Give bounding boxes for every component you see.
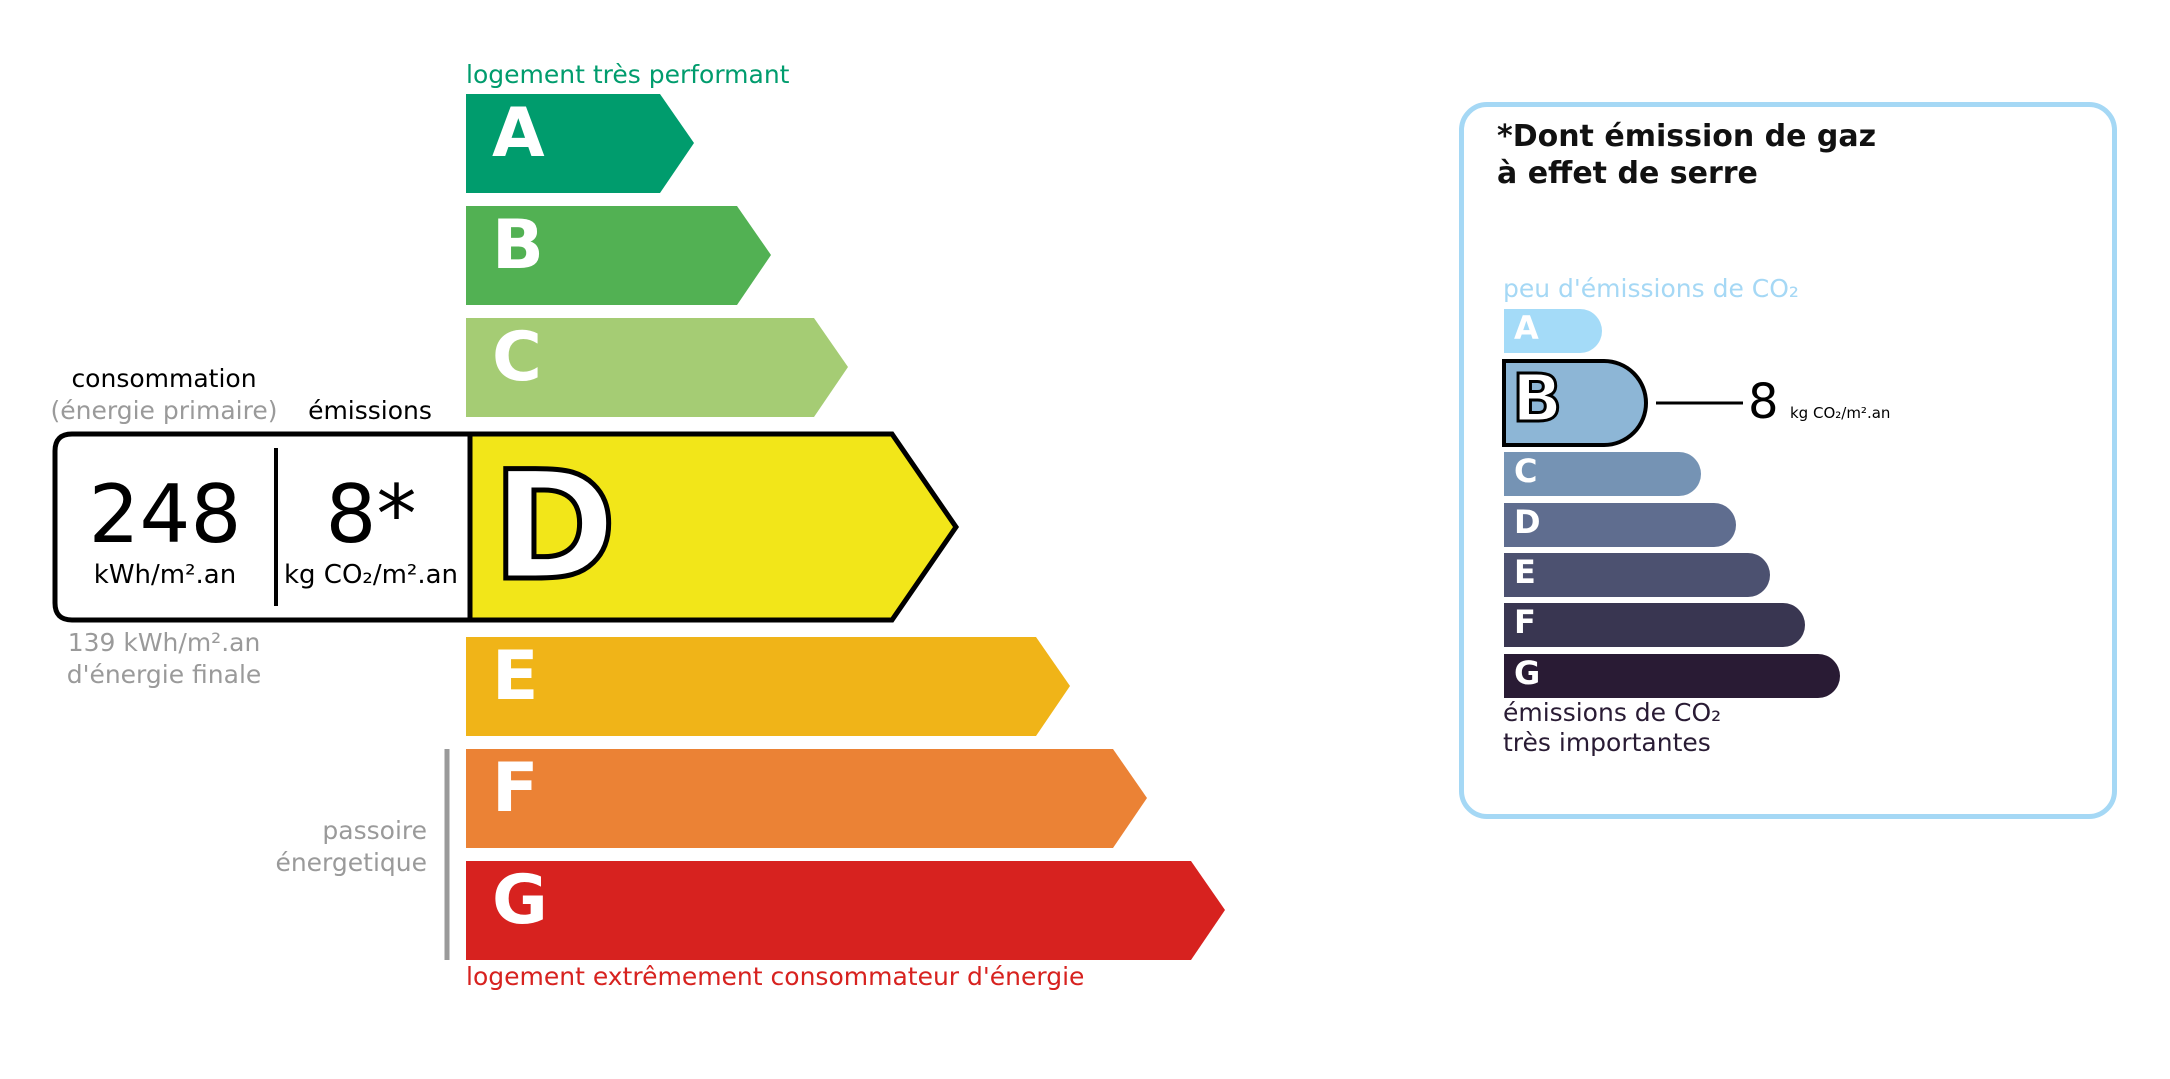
class-letter: F — [1514, 603, 1536, 641]
energy-value-box — [52, 431, 473, 623]
class-letter: A — [492, 94, 545, 173]
class-letter: A — [1514, 309, 1539, 347]
emissions-unit: kg CO₂/m².an — [283, 560, 459, 590]
energy-current-class-letter: D — [490, 438, 619, 617]
passoire-label-1: passoire — [322, 816, 427, 845]
class-letter: E — [492, 637, 539, 716]
ghg-unit: kg CO₂/m².an — [1790, 404, 1891, 422]
energy-bar-g — [466, 861, 1225, 960]
ghg-current-class-letter: B — [1510, 359, 1563, 439]
consumption-unit: kWh/m².an — [93, 560, 237, 590]
ghg-class-e: E — [1504, 553, 1770, 597]
ghg-value: 8 — [1748, 374, 1779, 430]
ghg-b-bar — [1502, 359, 1648, 447]
ghg-bottom-line-2: très importantes — [1503, 728, 1711, 757]
class-letter: G — [1514, 654, 1541, 692]
emissions-value: 8* — [325, 468, 417, 561]
ghg-title-line-2: à effet de serre — [1497, 156, 1758, 191]
consumption-value: 248 — [88, 468, 242, 561]
ghg-class-a: A — [1504, 309, 1602, 353]
class-letter: C — [1514, 452, 1538, 490]
class-letter: B — [492, 206, 544, 285]
consumption-sub-label: (énergie primaire) — [50, 396, 278, 425]
class-letter: D — [1514, 503, 1541, 541]
class-letter: G — [492, 861, 548, 940]
ghg-class-d: D — [1504, 503, 1736, 547]
class-letter: C — [492, 318, 542, 397]
ghg-bottom-label: émissions de CO₂ très importantes — [1503, 698, 1721, 758]
ghg-class-g: G — [1504, 654, 1840, 698]
energy-bar-b — [466, 206, 771, 305]
ghg-title: *Dont émission de gaz à effet de serre — [1497, 118, 1876, 192]
ghg-top-label: peu d'émissions de CO₂ — [1503, 274, 1799, 303]
ghg-class-f: F — [1504, 603, 1805, 647]
energy-bar-c — [466, 318, 848, 417]
ghg-title-line-1: *Dont émission de gaz — [1497, 119, 1877, 154]
energy-top-label: logement très performant — [466, 60, 790, 89]
energy-bar-d — [467, 431, 960, 623]
energy-bottom-label: logement extrêmement consommateur d'éner… — [466, 962, 1085, 991]
ghg-bottom-line-1: émissions de CO₂ — [1503, 698, 1722, 727]
final-energy-label: d'énergie finale — [66, 660, 262, 689]
final-energy-value: 139 kWh/m².an — [67, 628, 261, 657]
energy-bar-a — [466, 94, 694, 193]
energy-bar-f — [466, 749, 1147, 848]
class-letter: E — [1514, 553, 1536, 591]
class-letter: F — [492, 749, 539, 828]
energy-bar-e — [466, 637, 1070, 736]
consumption-label: consommation — [71, 364, 257, 393]
ghg-panel — [1459, 102, 2117, 819]
ghg-class-c: C — [1504, 452, 1701, 496]
emissions-label: émissions — [308, 396, 432, 425]
passoire-label-2: énergetique — [275, 848, 427, 877]
